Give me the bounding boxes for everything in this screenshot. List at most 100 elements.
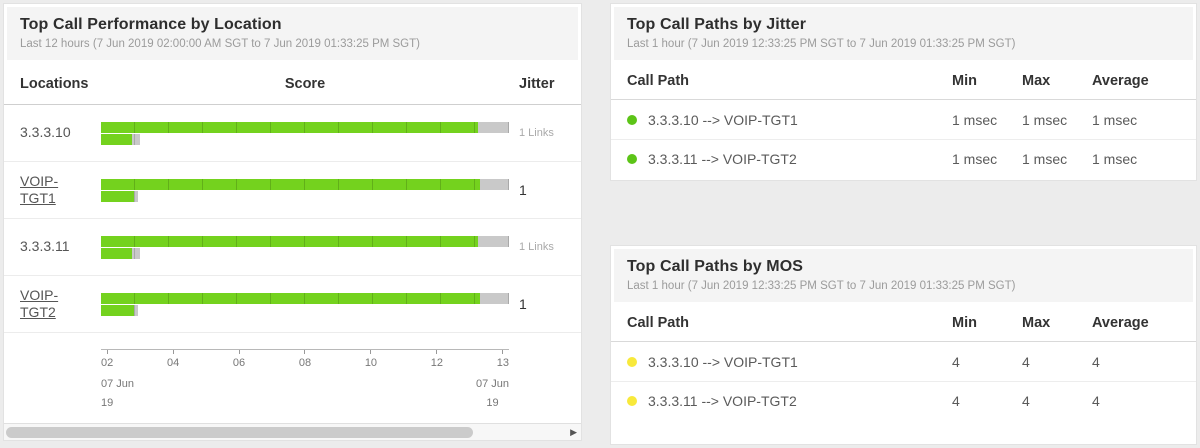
performance-panel-header: Top Call Performance by Location Last 12… — [7, 7, 578, 60]
panel-title: Top Call Paths by MOS — [627, 258, 804, 275]
score-bar-main-fill — [101, 121, 479, 133]
axis-tick-label: 04 — [167, 350, 179, 369]
performance-panel: Top Call Performance by Location Last 12… — [3, 3, 582, 441]
score-bar-main[interactable] — [101, 292, 509, 304]
location-label: 3.3.3.10 — [20, 124, 71, 141]
call-path-label: 3.3.3.10 --> VOIP-TGT1 — [648, 111, 798, 128]
panel-subtitle: Last 1 hour (7 Jun 2019 12:33:25 PM SGT … — [627, 280, 1016, 292]
axis-date-end: 07 Jun 19 — [475, 378, 509, 410]
column-header-jitter: Jitter — [519, 75, 555, 92]
axis-tick-label: 12 — [431, 350, 443, 369]
column-header-score: Score — [284, 75, 326, 92]
max-value: 1 msec — [1022, 111, 1068, 128]
call-path-label: 3.3.3.11 --> VOIP-TGT2 — [648, 393, 797, 409]
green-dot-icon — [627, 114, 637, 125]
score-bar-sub[interactable] — [101, 190, 509, 202]
table-row: 3.3.3.11 1 Links — [4, 219, 581, 276]
min-value: 4 — [952, 353, 960, 370]
score-bar-sub[interactable] — [101, 247, 509, 259]
scroll-right-icon[interactable]: ▶ — [570, 427, 577, 437]
jitter-panel-header: Top Call Paths by Jitter Last 1 hour (7 … — [614, 7, 1193, 60]
panel-subtitle: Last 1 hour (7 Jun 2019 12:33:25 PM SGT … — [627, 38, 1016, 50]
axis-tick-label: 02 — [101, 350, 113, 369]
column-header-call-path: Call Path — [627, 315, 690, 331]
score-bar-sub-fill — [101, 247, 132, 259]
score-bar-main[interactable] — [101, 121, 509, 133]
score-bar-sub[interactable] — [101, 304, 509, 316]
panel-subtitle: Last 12 hours (7 Jun 2019 02:00:00 AM SG… — [20, 38, 420, 50]
column-header-min: Min — [952, 73, 977, 89]
score-bar-sub-fill — [101, 133, 132, 145]
performance-table-header: Locations Score Jitter — [4, 63, 581, 105]
table-row: VOIP-TGT1 1 — [4, 162, 581, 219]
call-path-row: 3.3.3.10 --> VOIP-TGT1 4 4 4 — [611, 342, 1196, 381]
min-value: 1 msec — [952, 111, 998, 128]
axis-tick-label: 10 — [365, 350, 377, 369]
axis-tick-label: 13 — [497, 350, 509, 369]
call-path-label: 3.3.3.11 --> VOIP-TGT2 — [648, 151, 797, 167]
score-bar-main[interactable] — [101, 178, 509, 190]
green-dot-icon — [627, 154, 637, 164]
call-path-row: 3.3.3.11 --> VOIP-TGT2 1 msec 1 msec 1 m… — [611, 139, 1196, 178]
score-bar-main-fill — [101, 292, 481, 304]
average-value: 4 — [1092, 393, 1100, 409]
column-header-max: Max — [1022, 315, 1051, 331]
axis-spacer — [20, 349, 101, 414]
axis-date-labels: 07 Jun 19 07 Jun 19 — [101, 375, 509, 414]
axis-tick-labels: 02 04 06 08 10 12 13 — [101, 349, 509, 369]
average-value: 4 — [1092, 353, 1100, 370]
call-path-table-header: Call Path Min Max Average — [611, 305, 1196, 342]
location-label: 3.3.3.11 — [20, 238, 70, 255]
location-cell: VOIP-TGT1 — [20, 173, 90, 208]
time-axis: 02 04 06 08 10 12 13 07 Jun 19 07 Jun 19 — [4, 349, 581, 414]
column-header-average: Average — [1092, 315, 1149, 331]
call-path-label: 3.3.3.10 --> VOIP-TGT1 — [648, 353, 798, 370]
max-value: 4 — [1022, 353, 1030, 370]
score-bars[interactable] — [101, 178, 509, 202]
score-bars[interactable] — [101, 292, 509, 316]
column-header-locations: Locations — [20, 75, 89, 92]
call-path-row: 3.3.3.10 --> VOIP-TGT1 1 msec 1 msec 1 m… — [611, 100, 1196, 139]
yellow-dot-icon — [627, 356, 637, 367]
average-value: 1 msec — [1092, 111, 1138, 128]
jitter-value: 1 — [519, 182, 527, 198]
location-cell: VOIP-TGT2 — [20, 287, 90, 322]
jitter-value: 1 Links — [519, 127, 554, 139]
score-bar-main[interactable] — [101, 235, 509, 247]
max-value: 1 msec — [1022, 151, 1068, 167]
table-row: 3.3.3.10 1 Links — [4, 105, 581, 162]
min-value: 4 — [952, 393, 960, 409]
score-bar-sub[interactable] — [101, 133, 509, 145]
min-value: 1 msec — [952, 151, 998, 167]
yellow-dot-icon — [627, 396, 637, 406]
score-bar-sub-fill — [101, 190, 134, 202]
mos-panel-header: Top Call Paths by MOS Last 1 hour (7 Jun… — [614, 249, 1193, 302]
axis-date-start: 07 Jun 19 — [101, 378, 135, 410]
scrollbar-thumb[interactable] — [6, 427, 474, 438]
call-path-table-header: Call Path Min Max Average — [611, 63, 1196, 100]
max-value: 4 — [1022, 393, 1030, 409]
jitter-panel: Top Call Paths by Jitter Last 1 hour (7 … — [610, 3, 1197, 181]
average-value: 1 msec — [1092, 151, 1138, 167]
score-bar-main-fill — [101, 178, 481, 190]
location-link[interactable]: VOIP-TGT2 — [20, 286, 59, 321]
column-header-min: Min — [952, 315, 977, 331]
column-header-max: Max — [1022, 73, 1051, 89]
panel-title: Top Call Performance by Location — [20, 16, 282, 33]
column-header-call-path: Call Path — [627, 73, 690, 89]
score-bar-main-fill — [101, 235, 479, 247]
jitter-value: 1 Links — [519, 241, 554, 253]
score-bar-sub-fill — [101, 304, 134, 316]
mos-panel: Top Call Paths by MOS Last 1 hour (7 Jun… — [610, 245, 1197, 445]
axis-tick-label: 08 — [299, 350, 311, 369]
call-path-row: 3.3.3.11 --> VOIP-TGT2 4 4 4 — [611, 381, 1196, 420]
axis-tick-label: 06 — [233, 350, 245, 369]
panel-title: Top Call Paths by Jitter — [627, 16, 807, 33]
column-header-average: Average — [1092, 73, 1149, 89]
axis-spacer — [509, 349, 565, 414]
score-bars[interactable] — [101, 235, 509, 259]
jitter-value: 1 — [519, 296, 527, 312]
location-link[interactable]: VOIP-TGT1 — [20, 172, 59, 207]
horizontal-scrollbar[interactable]: ▶ — [4, 423, 581, 440]
score-bars[interactable] — [101, 121, 509, 145]
